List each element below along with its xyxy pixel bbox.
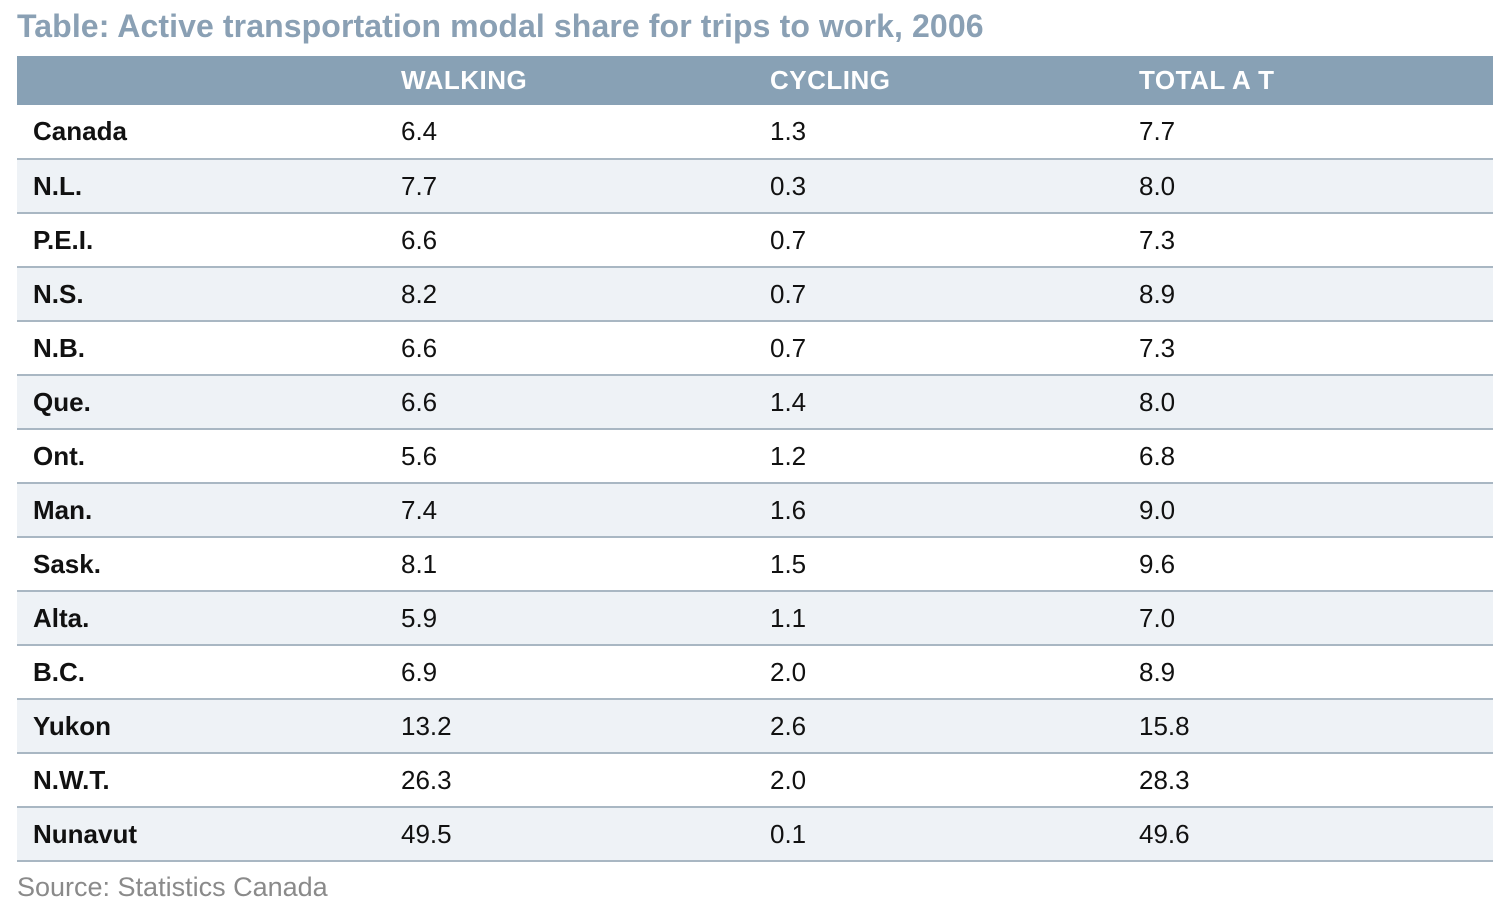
total-at-cell: 9.6	[1139, 548, 1176, 579]
cycling-cell: 1.1	[770, 602, 807, 633]
cycling-cell: 0.7	[770, 278, 807, 309]
modal-share-table: WALKING CYCLING TOTAL A T Canada 6.4 1.3 7.…	[17, 56, 1493, 862]
table-row: Alta. 5.9 1.1 7.0	[17, 591, 1493, 645]
walking-cell: 5.9	[401, 602, 438, 633]
region-cell: P.E.I.	[33, 224, 94, 255]
region-cell: N.L.	[33, 170, 83, 201]
total-at-cell: 15.8	[1139, 710, 1190, 741]
region-cell: Que.	[33, 386, 91, 417]
cycling-cell: 0.3	[770, 170, 807, 201]
total-at-cell: 8.9	[1139, 656, 1176, 687]
total-at-cell: 7.3	[1139, 332, 1176, 363]
cycling-cell: 2.6	[770, 710, 807, 741]
walking-cell: 13.2	[401, 710, 452, 741]
walking-cell: 7.4	[401, 494, 438, 525]
region-cell: Nunavut	[33, 818, 137, 849]
table-header-row: WALKING CYCLING TOTAL A T	[17, 56, 1493, 105]
region-cell: N.S.	[33, 278, 84, 309]
table-row: N.B. 6.6 0.7 7.3	[17, 321, 1493, 375]
total-at-cell: 8.9	[1139, 278, 1176, 309]
walking-cell: 26.3	[401, 764, 452, 795]
header-cycling: CYCLING	[770, 65, 891, 95]
total-at-cell: 9.0	[1139, 494, 1176, 525]
table-row: Yukon 13.2 2.6 15.8	[17, 699, 1493, 753]
data-table-container: WALKING CYCLING TOTAL A T Canada 6.4 1.3 7.…	[17, 56, 1493, 862]
walking-cell: 6.6	[401, 386, 438, 417]
cycling-cell: 1.2	[770, 440, 807, 471]
walking-cell: 5.6	[401, 440, 438, 471]
total-at-cell: 7.0	[1139, 602, 1176, 633]
walking-cell: 8.1	[401, 548, 438, 579]
table-row: N.S. 8.2 0.7 8.9	[17, 267, 1493, 321]
header-region	[17, 56, 401, 105]
total-at-cell: 8.0	[1139, 170, 1176, 201]
table-row: Que. 6.6 1.4 8.0	[17, 375, 1493, 429]
table-row: Sask. 8.1 1.5 9.6	[17, 537, 1493, 591]
cycling-cell: 2.0	[770, 764, 807, 795]
cycling-cell: 1.6	[770, 494, 807, 525]
header-total-at: TOTAL A T	[1139, 65, 1275, 95]
region-cell: Ont.	[33, 440, 85, 471]
cycling-cell: 0.1	[770, 818, 807, 849]
cycling-cell: 0.7	[770, 332, 807, 363]
walking-cell: 8.2	[401, 278, 438, 309]
header-walking: WALKING	[401, 65, 528, 95]
table-row: N.W.T. 26.3 2.0 28.3	[17, 753, 1493, 807]
cycling-cell: 0.7	[770, 224, 807, 255]
region-cell: N.B.	[33, 332, 85, 363]
table-title: Table: Active transportation modal share…	[17, 8, 984, 44]
region-cell: Canada	[33, 116, 127, 146]
total-at-cell: 49.6	[1139, 818, 1190, 849]
region-cell: N.W.T.	[33, 764, 110, 795]
region-cell: B.C.	[33, 656, 85, 687]
table-row: Ont. 5.6 1.2 6.8	[17, 429, 1493, 483]
cycling-cell: 1.3	[770, 116, 807, 146]
cycling-cell: 2.0	[770, 656, 807, 687]
table-row: B.C. 6.9 2.0 8.9	[17, 645, 1493, 699]
region-cell: Sask.	[33, 548, 101, 579]
table-row: Man. 7.4 1.6 9.0	[17, 483, 1493, 537]
table-row: Nunavut 49.5 0.1 49.6	[17, 807, 1493, 861]
total-at-cell: 28.3	[1139, 764, 1190, 795]
source-note: Source: Statistics Canada	[17, 872, 328, 902]
table-row: N.L. 7.7 0.3 8.0	[17, 159, 1493, 213]
cycling-cell: 1.4	[770, 386, 807, 417]
total-at-cell: 6.8	[1139, 440, 1176, 471]
table-row: Canada 6.4 1.3 7.7	[17, 105, 1493, 159]
region-cell: Yukon	[33, 710, 112, 741]
table-body: Canada 6.4 1.3 7.7 N.L. 7.7 0.3 8.0 P.E.I. 6.6 0.7…	[17, 105, 1493, 861]
total-at-cell: 8.0	[1139, 386, 1176, 417]
table-row: P.E.I. 6.6 0.7 7.3	[17, 213, 1493, 267]
region-cell: Alta.	[33, 602, 90, 633]
total-at-cell: 7.7	[1139, 116, 1176, 146]
region-cell: Man.	[33, 494, 93, 525]
walking-cell: 6.6	[401, 332, 438, 363]
walking-cell: 7.7	[401, 170, 438, 201]
walking-cell: 6.6	[401, 224, 438, 255]
walking-cell: 49.5	[401, 818, 452, 849]
cycling-cell: 1.5	[770, 548, 807, 579]
total-at-cell: 7.3	[1139, 224, 1176, 255]
walking-cell: 6.4	[401, 116, 438, 146]
walking-cell: 6.9	[401, 656, 438, 687]
